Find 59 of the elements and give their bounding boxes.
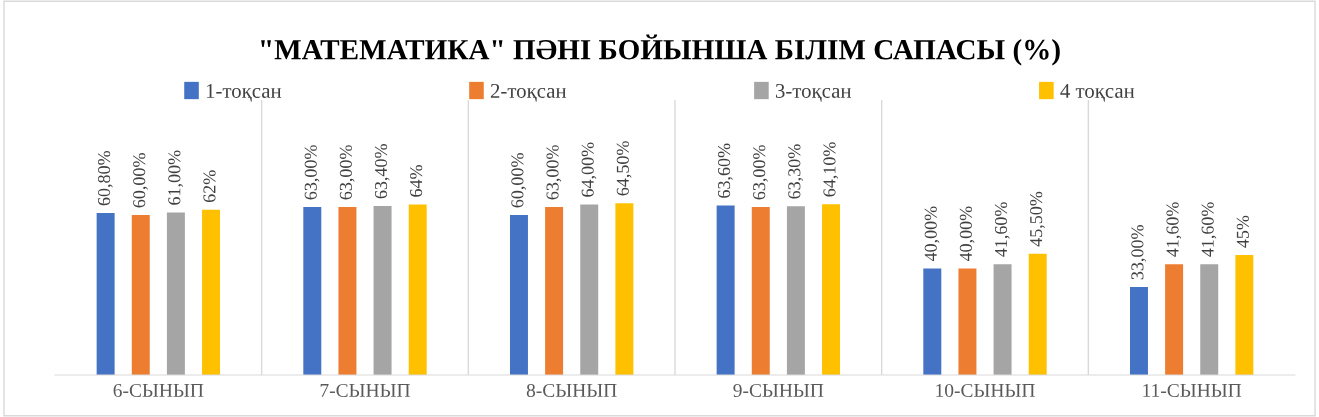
- bar: [338, 207, 357, 375]
- bar: [202, 209, 221, 375]
- data-label: 41,60%: [1201, 202, 1217, 257]
- bar: [1165, 264, 1184, 375]
- bar: [716, 205, 735, 375]
- legend-label: 3-тоқсан: [775, 83, 852, 102]
- bar: [615, 203, 634, 375]
- legend-label: 2-тоқсан: [490, 83, 567, 102]
- bar: [993, 264, 1012, 375]
- data-label: 64%: [410, 165, 423, 197]
- data-label: 40,00%: [959, 206, 975, 262]
- data-label: 62%: [203, 170, 216, 203]
- x-tick-label: 6-СЫНЫП: [113, 383, 204, 398]
- bar: [545, 207, 564, 375]
- data-label: 63,60%: [717, 143, 733, 198]
- bar: [580, 204, 599, 375]
- data-label: 41,60%: [994, 202, 1010, 257]
- data-label: 64,00%: [581, 142, 597, 197]
- bar: [1235, 255, 1254, 375]
- bar: [1028, 253, 1047, 375]
- bar: [822, 204, 841, 375]
- data-label: 45%: [1236, 215, 1249, 248]
- data-label: 60,00%: [511, 153, 527, 208]
- data-label: 63,30%: [788, 144, 804, 199]
- data-label: 60,80%: [97, 150, 113, 206]
- data-label: 61,00%: [168, 150, 184, 205]
- x-tick-label: 10-СЫНЫП: [936, 383, 1035, 398]
- data-label: 63,00%: [339, 145, 355, 200]
- bar: [923, 268, 942, 375]
- data-label: 64,50%: [616, 141, 632, 196]
- bar: [303, 207, 322, 375]
- x-tick-label: 8-СЫНЫП: [526, 383, 617, 398]
- bar: [1200, 264, 1219, 375]
- bar: [408, 204, 427, 375]
- data-label: 60,00%: [133, 153, 148, 208]
- data-label: 63,00%: [304, 145, 320, 200]
- bar: [786, 206, 805, 375]
- x-tick-label: 7-СЫНЫП: [320, 383, 411, 398]
- x-tick-label: 9-СЫНЫП: [733, 383, 824, 398]
- data-label: 33,00%: [1131, 225, 1147, 280]
- bar: [131, 215, 150, 375]
- bar: [96, 212, 115, 375]
- legend-label: 1-тоқсан: [206, 83, 282, 102]
- x-tick-label: 11-СЫНЫП: [1143, 383, 1242, 398]
- bar: [166, 212, 185, 375]
- chart-title: "МАТЕМАТИКА" ПӘНІ БОЙЫНША БІЛІМ САПАСЫ (%): [261, 34, 1060, 66]
- bar: [509, 215, 528, 375]
- bar: [958, 268, 977, 375]
- data-label: 63,00%: [753, 145, 768, 200]
- data-label: 63,40%: [374, 144, 390, 199]
- bar: [1129, 287, 1148, 375]
- bar: [751, 207, 770, 375]
- data-label: 40,00%: [924, 206, 940, 262]
- data-label: 45,50%: [1030, 191, 1045, 247]
- data-label: 64,10%: [823, 142, 839, 197]
- legend-label: 4 тоқсан: [1060, 83, 1135, 102]
- data-label: 41,60%: [1166, 202, 1182, 257]
- data-label: 63,00%: [546, 145, 562, 200]
- bar: [373, 206, 392, 375]
